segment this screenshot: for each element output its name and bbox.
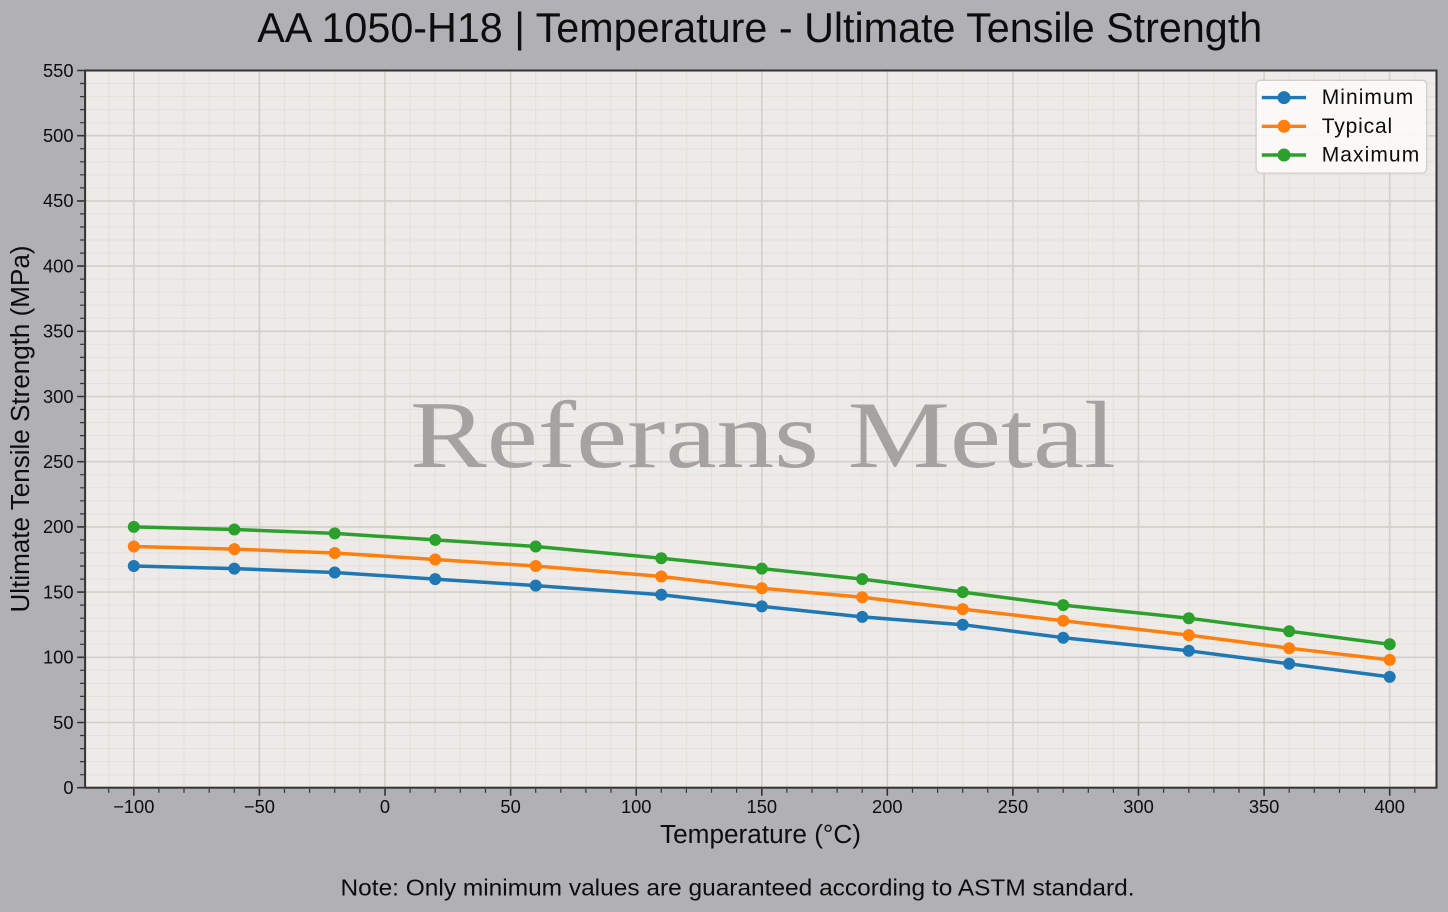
svg-text:−100: −100 bbox=[113, 796, 154, 817]
svg-text:150: 150 bbox=[747, 796, 778, 817]
svg-text:−50: −50 bbox=[244, 796, 275, 817]
svg-text:550: 550 bbox=[43, 60, 74, 81]
svg-text:50: 50 bbox=[53, 712, 73, 733]
svg-text:300: 300 bbox=[43, 386, 74, 407]
svg-text:100: 100 bbox=[43, 647, 74, 668]
svg-text:350: 350 bbox=[1249, 796, 1280, 817]
svg-text:200: 200 bbox=[872, 796, 903, 817]
svg-text:150: 150 bbox=[43, 581, 74, 602]
svg-text:0: 0 bbox=[380, 796, 390, 817]
svg-text:Maximum: Maximum bbox=[1322, 144, 1420, 167]
svg-text:300: 300 bbox=[1123, 796, 1154, 817]
svg-text:400: 400 bbox=[1374, 796, 1405, 817]
svg-text:350: 350 bbox=[43, 321, 74, 342]
svg-text:450: 450 bbox=[43, 190, 74, 211]
svg-text:0: 0 bbox=[63, 777, 73, 798]
svg-text:AA 1050-H18 | Temperature - Ul: AA 1050-H18 | Temperature - Ultimate Ten… bbox=[257, 5, 1262, 51]
svg-text:Referans Metal: Referans Metal bbox=[410, 382, 1116, 488]
svg-text:Ultimate Tensile Strength (MPa: Ultimate Tensile Strength (MPa) bbox=[5, 246, 35, 613]
svg-text:Minimum: Minimum bbox=[1322, 86, 1414, 109]
svg-text:400: 400 bbox=[43, 255, 74, 276]
svg-text:Note: Only minimum values are: Note: Only minimum values are guaranteed… bbox=[341, 874, 1135, 900]
svg-text:50: 50 bbox=[500, 796, 520, 817]
svg-text:100: 100 bbox=[621, 796, 652, 817]
svg-text:200: 200 bbox=[43, 516, 74, 537]
svg-text:500: 500 bbox=[43, 125, 74, 146]
svg-text:250: 250 bbox=[43, 451, 74, 472]
svg-text:Temperature (°C): Temperature (°C) bbox=[660, 819, 861, 849]
svg-text:Typical: Typical bbox=[1322, 115, 1393, 138]
svg-text:250: 250 bbox=[998, 796, 1029, 817]
